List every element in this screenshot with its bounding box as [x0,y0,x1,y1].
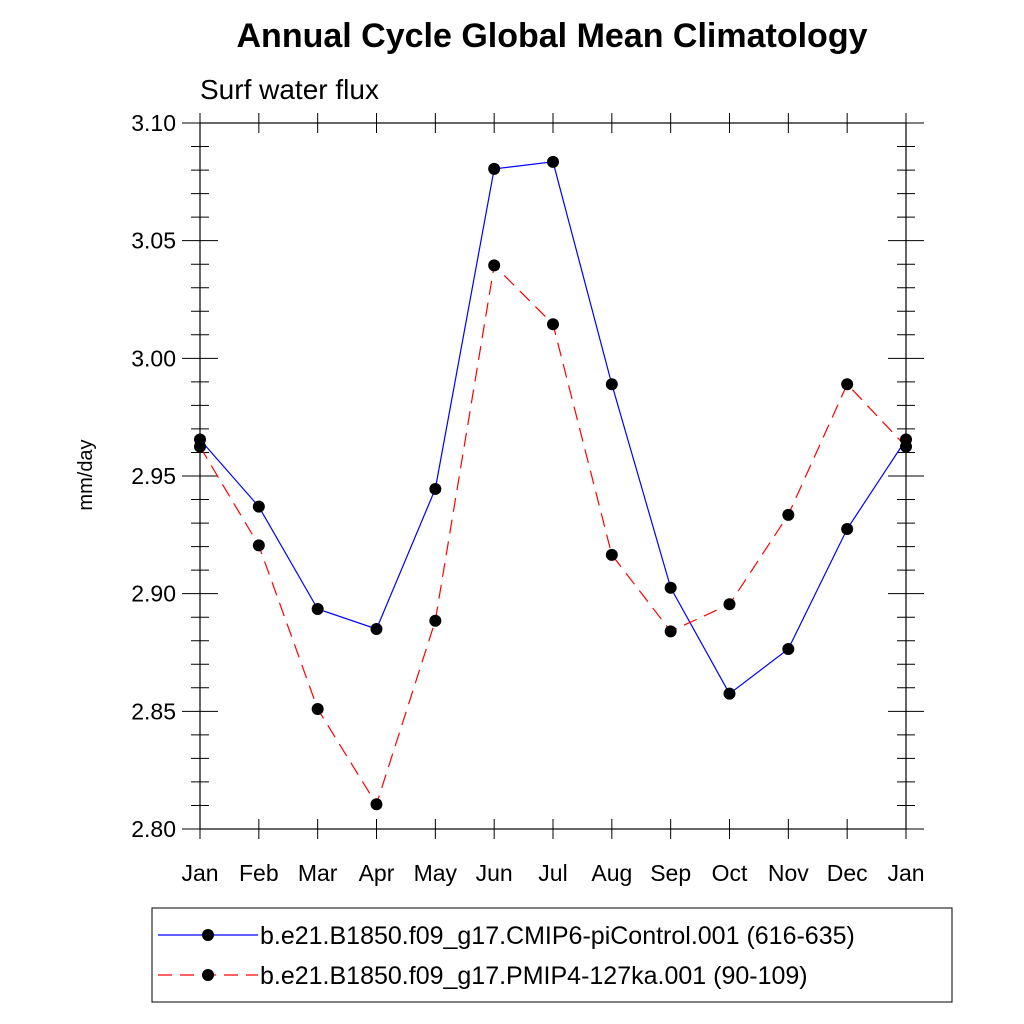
series-2-point [429,614,442,627]
series-2-point [723,598,736,611]
x-tick-label: Oct [712,860,748,886]
legend-label-1: b.e21.B1850.f09_g17.CMIP6-piControl.001 … [260,922,855,950]
series-1-point [723,687,736,700]
series-markers [194,155,912,811]
series-2-point [194,440,206,453]
x-tick-label: Sep [650,860,691,886]
plot-frame [199,122,907,830]
x-tick-label: Feb [239,860,279,886]
legend-box [151,907,953,1003]
series-1-point [841,522,854,535]
series-2-point [900,440,912,453]
series-2-point [664,625,677,638]
x-tick-label: Jan [181,860,218,886]
chart-title: Annual Cycle Global Mean Climatology [237,17,868,55]
x-tick-label: Aug [591,860,632,886]
x-tick-label: Dec [827,860,868,886]
series-2-point [782,508,795,521]
series-1-point [311,602,324,615]
legend-marker-2 [202,969,214,981]
series-2-point [605,548,618,561]
series-2-point [311,702,324,715]
series-2-point [547,318,559,331]
series-1-point [488,162,501,175]
y-tick-label: 3.10 [131,110,176,136]
y-tick-label: 3.00 [131,345,176,371]
x-tick-label: Nov [768,860,809,886]
series-1-point [370,622,383,635]
series-1-point [664,581,677,594]
x-tick-label: Jan [887,860,924,886]
y-tick-label: 2.90 [131,581,176,607]
x-tick-label: Jun [476,860,513,886]
y-axis-label: mm/day [75,439,97,510]
series-1-point [429,482,442,495]
axis-ticks [182,113,924,839]
chart-subtitle: Surf water flux [200,74,379,105]
series-2-point [488,259,501,272]
legend-label-2: b.e21.B1850.f09_g17.PMIP4-127ka.001 (90-… [260,962,808,990]
series-2-point [370,798,383,811]
series-1-point [252,500,265,513]
series-1-point [547,155,559,168]
series-2-point [252,539,265,552]
x-tick-label: Mar [298,860,338,886]
x-tick-label: Apr [359,860,395,886]
y-tick-label: 2.85 [131,698,176,724]
series-lines [199,161,907,806]
y-tick-label: 2.80 [131,816,176,842]
series-line-1 [199,161,907,695]
series-2-point [841,378,854,391]
legend-marker-1 [202,929,214,941]
series-line-2 [199,264,907,806]
series-1-point [782,642,795,655]
x-tick-label: Jul [538,860,567,886]
y-tick-label: 3.05 [131,228,176,254]
plot-axes [199,122,907,830]
series-1-point [605,378,618,391]
y-tick-labels: 2.80 2.85 2.90 2.95 3.00 3.05 3.10 [131,110,176,842]
y-tick-label: 2.95 [131,463,176,489]
x-tick-labels: Jan Feb Mar Apr May Jun Jul Aug Sep Oct Nov Dec Jan [181,860,924,886]
legend: b.e21.B1850.f09_g17.CMIP6-piControl.001 … [151,907,953,1003]
x-tick-label: May [414,860,458,886]
